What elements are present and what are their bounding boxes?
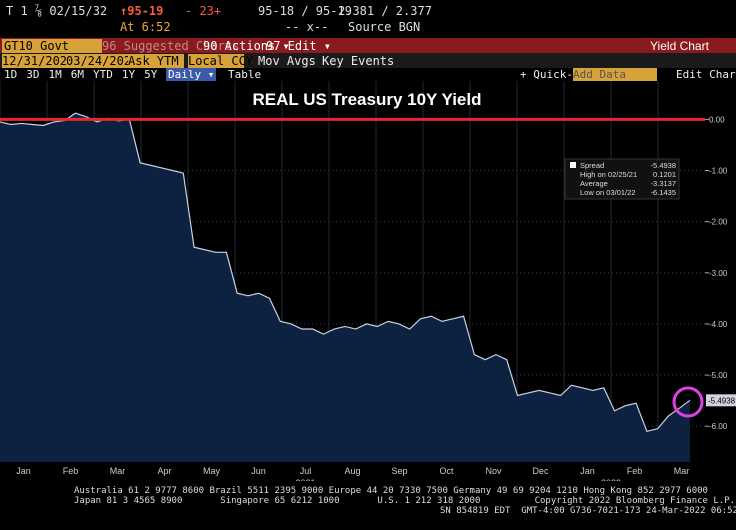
add-data[interactable]: Add Data <box>573 68 657 81</box>
year-label: 2021 <box>295 478 315 481</box>
source: Source BGN <box>348 20 421 34</box>
x-tick-label: Jan <box>580 466 595 476</box>
x-tick-label: Mar <box>674 466 690 476</box>
security: T 1 ⅞ 02/15/32 <box>6 4 108 18</box>
edit-menu[interactable]: 97 Edit ▾ <box>266 39 332 53</box>
key-events[interactable]: Key Events <box>322 54 395 68</box>
y-tick-label: -2.00 <box>709 218 728 227</box>
legend-label: Low on 03/01/22 <box>580 188 635 197</box>
range-button[interactable]: 6M <box>70 68 84 81</box>
x-tick-label: Mar <box>110 466 126 476</box>
start-date[interactable]: 12/31/2020 <box>2 54 75 68</box>
area <box>0 113 690 462</box>
range-button[interactable]: 1D <box>4 68 18 81</box>
legend-label: Average <box>580 179 608 188</box>
bid-ask: 95-18 / 95-19 <box>258 4 352 18</box>
year-label: 2022 <box>601 478 621 481</box>
legend-value: -6.1435 <box>651 188 676 197</box>
edit-chart[interactable]: Edit Chart <box>676 68 736 81</box>
time: At 6:52 <box>120 20 171 34</box>
range-button[interactable]: 1M <box>48 68 62 81</box>
x-tick-label: Jul <box>300 466 312 476</box>
x-tick-label: Aug <box>344 466 360 476</box>
legend-value: -5.4938 <box>651 161 676 170</box>
y-tick-label: -5.00 <box>709 371 728 380</box>
legend: Spread -5.4938 High on 02/25/21 0.1201 Avera… <box>564 158 680 200</box>
last-value-label: -5.4938 <box>708 396 736 405</box>
legend-label: High on 02/25/21 <box>580 170 637 179</box>
x-tick-label: Dec <box>532 466 549 476</box>
yields: 2.381 / 2.377 <box>338 4 432 18</box>
legend-label: Spread <box>580 161 604 170</box>
highlight-circle <box>672 386 704 418</box>
y-tick-label: -6.00 <box>709 422 728 431</box>
x-tick-label: Jun <box>251 466 266 476</box>
x-tick-label: May <box>203 466 221 476</box>
trend: -- x-- <box>285 20 329 34</box>
frequency[interactable]: Daily ▾ <box>166 68 217 81</box>
range-button[interactable]: YTD <box>93 68 113 81</box>
y-tick-label: 0.00 <box>709 115 725 124</box>
menu-bar <box>0 38 736 53</box>
range-button[interactable]: 1Y <box>121 68 136 81</box>
chart-title: REAL US Treasury 10Y Yield <box>253 90 482 109</box>
y-tick-label: -1.00 <box>709 166 728 175</box>
last-value-box <box>706 394 736 407</box>
price: ↑95-19 <box>120 4 164 18</box>
suggested-charts[interactable]: 96 Suggested Charts <box>102 39 240 53</box>
field-select[interactable]: Ask YTM <box>128 54 184 68</box>
page-title: Yield Chart <box>650 39 709 53</box>
range-button[interactable]: 3D <box>26 68 40 81</box>
x-tick-label: Feb <box>627 466 643 476</box>
y-tick-label: -4.00 <box>709 320 728 329</box>
legend-value: 0.1201 <box>653 170 676 179</box>
x-tick-label: Nov <box>485 466 502 476</box>
ticker[interactable]: GT10 Govt <box>2 39 102 53</box>
footer-line: Australia 61 2 9777 8600 Brazil 5511 239… <box>74 486 708 496</box>
x-tick-label: Sep <box>391 466 407 476</box>
x-tick-label: Jan <box>16 466 31 476</box>
table-button[interactable]: Table <box>228 68 262 81</box>
end-date[interactable]: 03/24/2022 <box>66 54 139 68</box>
x-tick-label: Oct <box>439 466 454 476</box>
y-tick-label: -3.00 <box>709 269 728 278</box>
legend-value: -3.3137 <box>651 179 676 188</box>
legend-swatch <box>570 162 576 168</box>
settings-bar <box>0 53 736 68</box>
footer-line: Japan 81 3 4565 8900 Singapore 65 6212 1… <box>74 496 736 506</box>
chart: Jan Feb Mar Apr May Jun Jul Aug Sep Oct Nov Dec Jan F… <box>0 81 736 481</box>
overlay: Jan Feb Mar Apr May Jun Jul Aug Sep Oct Nov Dec Jan F… <box>0 81 736 481</box>
actions-menu[interactable]: 90 Actions ▾ <box>203 39 290 53</box>
range-buttons: 1D3D1M6MYTD1Y5YMax <box>4 68 186 81</box>
change: - 23+ <box>185 4 222 18</box>
currency-select[interactable]: Local CCY <box>188 54 254 68</box>
footer-line: SN 854819 EDT GMT-4:00 G736-7021-173 24-… <box>440 506 736 516</box>
x-tick-label: Apr <box>157 466 171 476</box>
range-button[interactable]: 5Y <box>144 68 158 81</box>
mov-avgs[interactable]: Mov Avgs <box>258 54 316 68</box>
x-tick-label: Feb <box>63 466 79 476</box>
legend-box <box>564 158 680 200</box>
